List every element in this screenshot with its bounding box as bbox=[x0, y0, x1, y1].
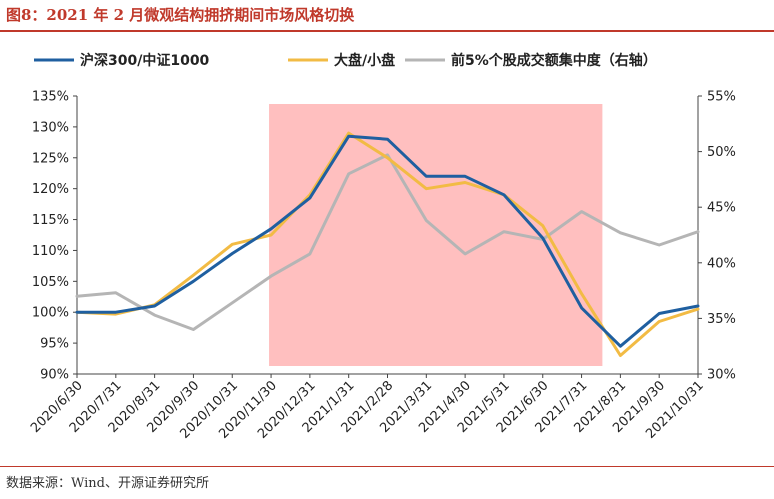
right-tick-label: 55% bbox=[707, 90, 736, 105]
left-tick-label: 125% bbox=[32, 151, 69, 166]
left-tick-label: 100% bbox=[32, 306, 69, 321]
line-chart: 90% 95% 100% 105% 110% 115% 120% 125% 130% 135% 30… bbox=[28, 52, 736, 442]
right-tick-label: 45% bbox=[707, 201, 736, 216]
right-tick-label: 40% bbox=[707, 256, 736, 271]
left-tick-label: 120% bbox=[32, 182, 69, 197]
source-note: 数据来源：Wind、开源证券研究所 bbox=[6, 476, 209, 491]
right-tick-label: 35% bbox=[707, 312, 736, 327]
left-tick-label: 105% bbox=[32, 275, 69, 290]
left-tick-label: 115% bbox=[32, 213, 69, 228]
legend-label: 沪深300/中证1000 bbox=[80, 52, 210, 69]
right-tick-label: 50% bbox=[707, 145, 736, 160]
source-rule bbox=[0, 466, 774, 467]
left-tick-label: 130% bbox=[32, 120, 69, 135]
left-tick-label: 110% bbox=[32, 244, 69, 259]
right-tick-label: 30% bbox=[707, 368, 736, 383]
series-line bbox=[75, 131, 700, 357]
series-lines bbox=[75, 131, 700, 357]
title-rule bbox=[0, 30, 774, 32]
series-line bbox=[75, 153, 700, 331]
left-tick-label: 135% bbox=[32, 90, 69, 105]
series-line bbox=[75, 134, 700, 348]
legend-label: 大盘/小盘 bbox=[334, 52, 395, 69]
legend-label: 前5%个股成交额集中度（右轴） bbox=[451, 52, 657, 69]
legend: 沪深300/中证1000 大盘/小盘 前5%个股成交额集中度（右轴） bbox=[34, 52, 657, 69]
left-tick-label: 90% bbox=[40, 368, 69, 383]
figure-title: 图8：2021 年 2 月微观结构拥挤期间市场风格切换 bbox=[6, 6, 355, 24]
left-tick-label: 95% bbox=[40, 337, 69, 352]
